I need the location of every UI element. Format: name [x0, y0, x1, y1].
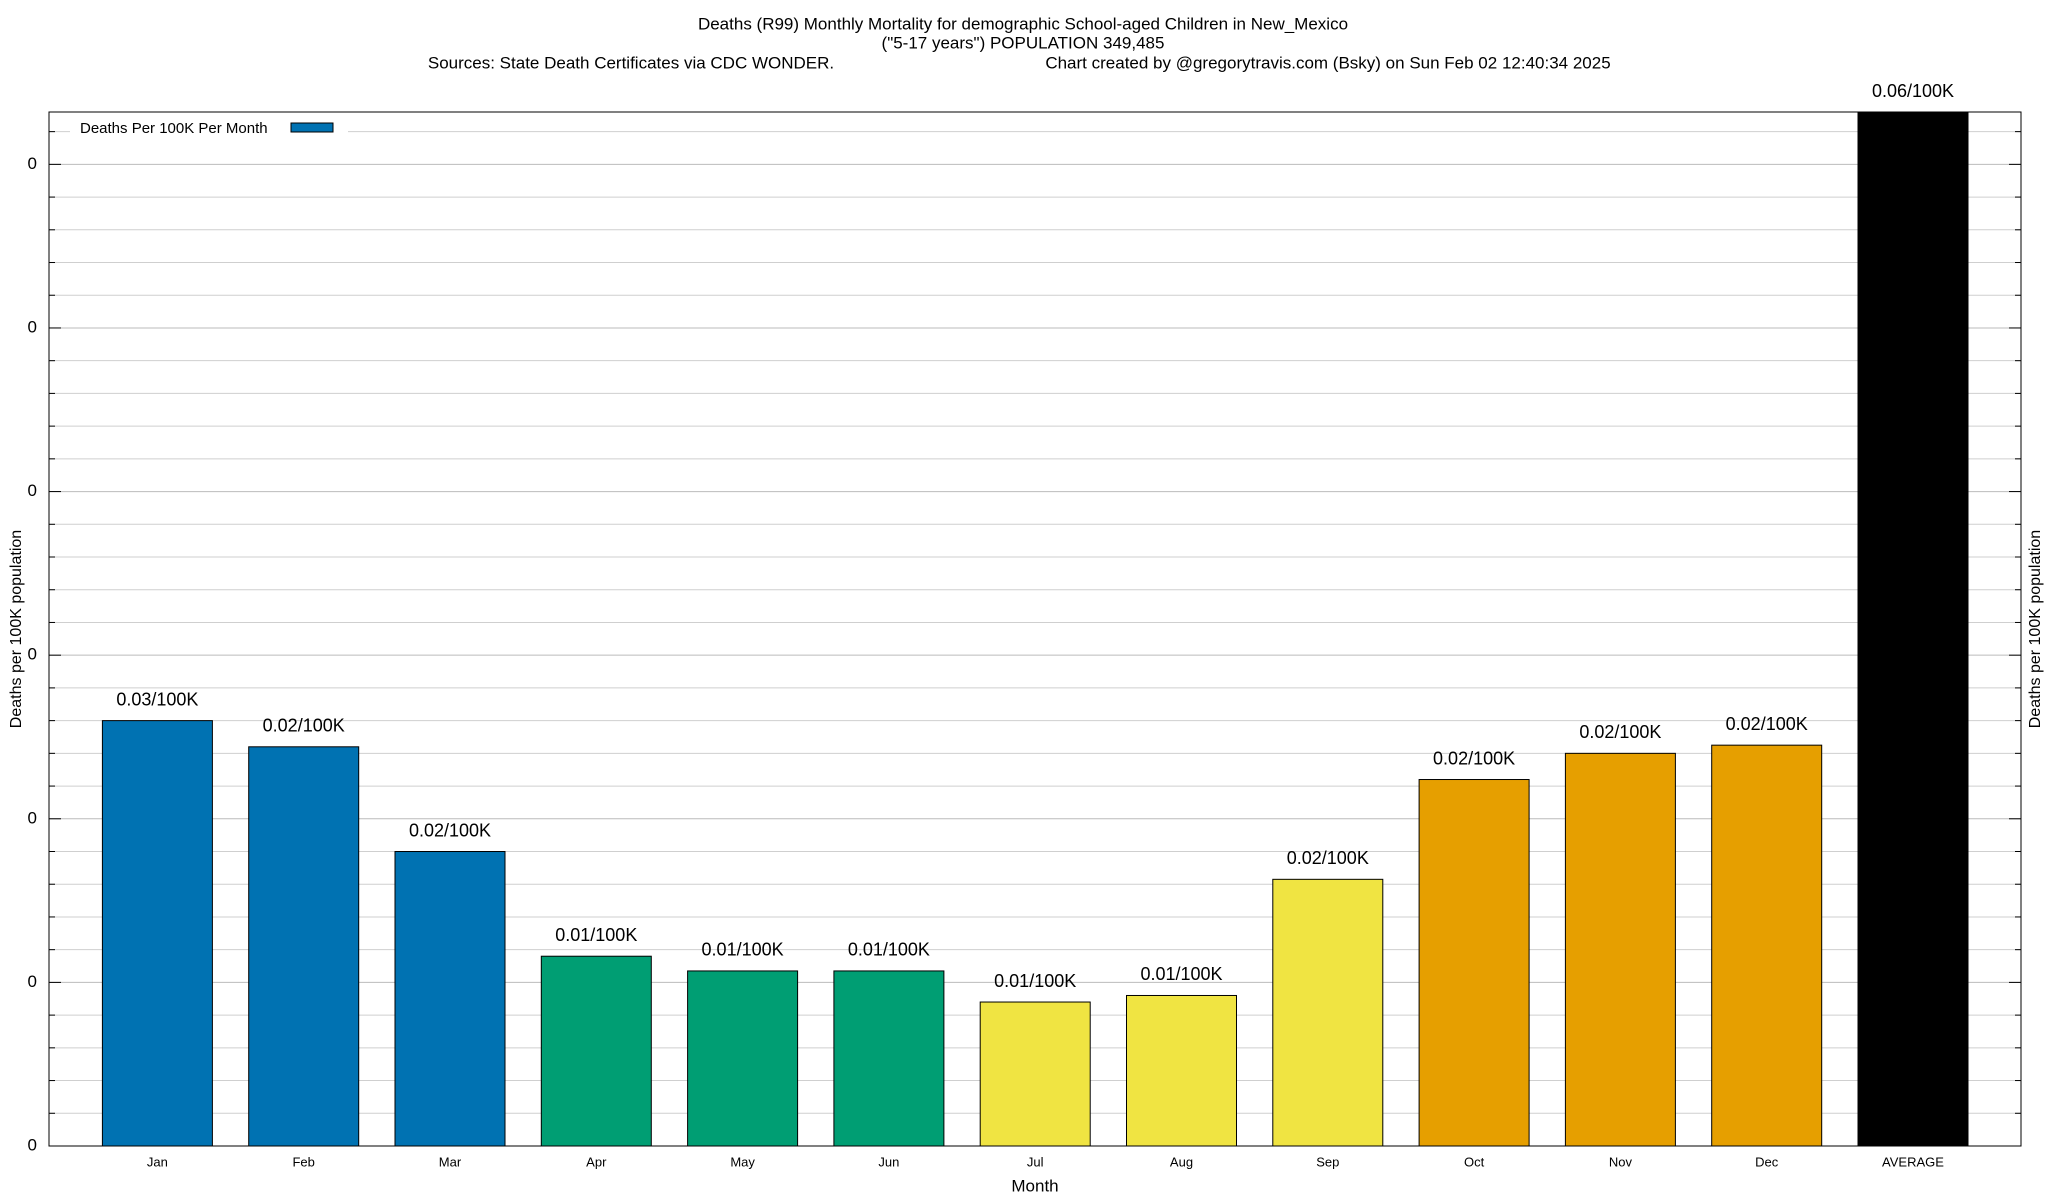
data-label: 0.02/100K: [1579, 722, 1661, 742]
bar: [1564, 752, 1676, 1147]
bar: [101, 720, 213, 1147]
credit: Chart created by @gregorytravis.com (Bsk…: [1045, 53, 1610, 72]
data-label: 0.02/100K: [1433, 748, 1515, 768]
bar: [1857, 111, 1969, 1147]
data-label: 0.06/100K: [1872, 81, 1954, 101]
data-label: 0.01/100K: [555, 925, 637, 945]
data-label: 0.02/100K: [263, 716, 345, 736]
data-label: 0.02/100K: [1287, 848, 1369, 868]
x-tick-label: Feb: [292, 1154, 314, 1169]
data-label: 0.02/100K: [1726, 714, 1808, 734]
bar: [1272, 878, 1384, 1147]
x-tick-label: Aug: [1170, 1154, 1193, 1169]
y-tick-label: 0: [28, 972, 37, 991]
data-label: 0.01/100K: [994, 971, 1076, 991]
source: Sources: State Death Certificates via CD…: [428, 53, 834, 72]
bar: [394, 851, 506, 1147]
legend-swatch: [290, 122, 334, 133]
y-tick-label: 0: [28, 317, 37, 336]
x-tick-label: Jun: [878, 1154, 899, 1169]
x-tick-label: Mar: [439, 1154, 462, 1169]
data-label: 0.01/100K: [1140, 964, 1222, 984]
bar: [687, 970, 799, 1147]
y-tick-label: 0: [28, 154, 37, 173]
bar: [540, 955, 652, 1147]
x-tick-label: Jan: [147, 1154, 168, 1169]
x-tick-label: Oct: [1464, 1154, 1485, 1169]
bar: [833, 970, 945, 1147]
data-label: 0.01/100K: [702, 940, 784, 960]
x-tick-label: Nov: [1609, 1154, 1633, 1169]
x-tick-label: Jul: [1027, 1154, 1044, 1169]
chart-title: Deaths (R99) Monthly Mortality for demog…: [698, 14, 1348, 33]
y2-axis-label: Deaths per 100K population: [2027, 530, 2044, 728]
data-label: 0.02/100K: [409, 820, 491, 840]
bar: [979, 1001, 1091, 1147]
y-axis-label: Deaths per 100K population: [8, 530, 25, 728]
plot-frame: [48, 111, 2022, 1147]
bar: [1126, 994, 1237, 1147]
bar: [1418, 779, 1530, 1147]
y-tick-label: 0: [28, 808, 37, 827]
y-tick-label: 0: [28, 645, 37, 664]
legend-label: Deaths Per 100K Per Month: [80, 120, 268, 137]
y-tick-label: 0: [28, 1135, 37, 1154]
x-tick-label: Apr: [586, 1154, 607, 1169]
bar: [248, 746, 360, 1147]
chart-subtitle: ("5-17 years") POPULATION 349,485: [882, 33, 1165, 52]
x-tick-label: AVERAGE: [1882, 1154, 1944, 1169]
data-label: 0.01/100K: [848, 940, 930, 960]
bar: [1711, 744, 1823, 1147]
x-tick-label: May: [730, 1154, 755, 1169]
x-tick-label: Sep: [1316, 1154, 1339, 1169]
x-axis-label: Month: [1011, 1176, 1058, 1195]
x-tick-label: Dec: [1755, 1154, 1779, 1169]
data-label: 0.03/100K: [116, 689, 198, 709]
y-tick-label: 0: [28, 481, 37, 500]
